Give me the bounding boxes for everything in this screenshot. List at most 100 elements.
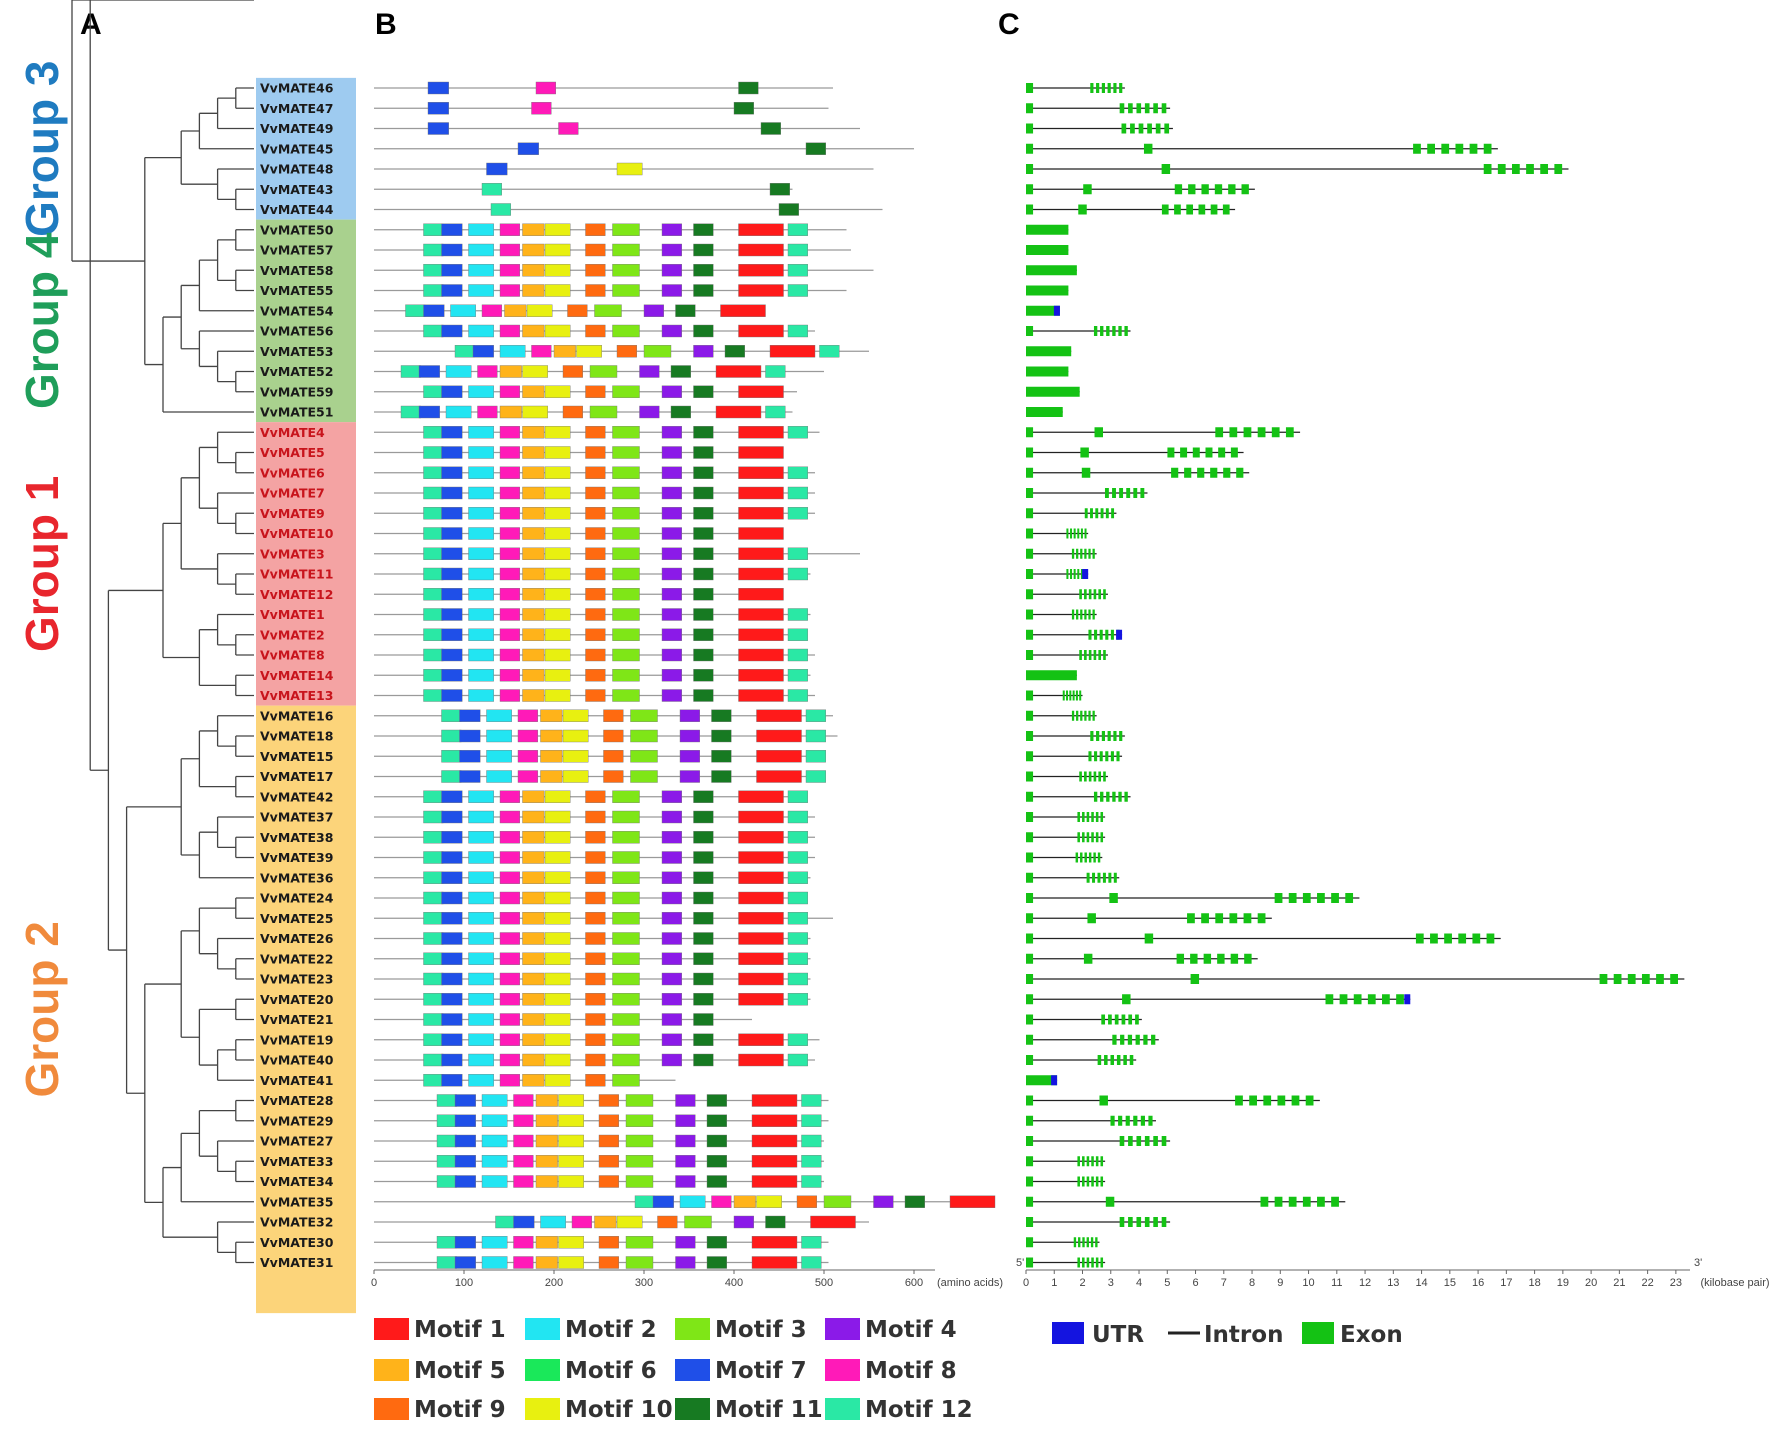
motif-7-box <box>441 891 463 905</box>
exon-box <box>1086 1176 1090 1187</box>
motif-3-box <box>612 891 640 905</box>
motif-10-box <box>544 608 571 621</box>
motif-1-box <box>756 729 802 743</box>
exon-box <box>1026 1156 1034 1167</box>
exon-box <box>1100 812 1104 822</box>
motif-2-box <box>468 588 494 601</box>
exon-box <box>1098 589 1102 600</box>
motif-9-box <box>603 709 624 722</box>
motif-1-box <box>756 750 802 763</box>
motif-8-box <box>477 405 498 419</box>
motif-5-box <box>522 851 545 864</box>
exon-box <box>1072 690 1075 701</box>
exon-box <box>1026 366 1069 377</box>
exon-box <box>1026 123 1034 134</box>
motif-3-box <box>612 588 640 601</box>
motif-11-box <box>733 102 754 115</box>
motif-8-box <box>499 588 520 601</box>
exon-box <box>1190 974 1200 984</box>
motif-12-box <box>787 324 808 338</box>
exon-box <box>1101 83 1105 93</box>
motif-4-box <box>661 1033 682 1046</box>
motif-12-box <box>423 628 444 641</box>
motif-4-box <box>643 304 664 317</box>
exon-box <box>1080 447 1089 458</box>
gene-label: VvMATE28 <box>260 1093 333 1108</box>
exon-box <box>1098 771 1102 782</box>
exon-box <box>1613 974 1622 984</box>
legend-swatch-motif-6 <box>525 1359 560 1381</box>
group-label: Group 4 <box>16 232 68 409</box>
motif-8-box <box>499 628 520 641</box>
motif-9-box <box>598 1114 619 1127</box>
exon-box <box>1084 508 1088 519</box>
motif-12-box <box>423 790 444 803</box>
motif-5-box <box>522 790 545 803</box>
motif-8-box <box>517 750 538 763</box>
motif-1-box <box>738 264 784 277</box>
gene-label: VvMATE29 <box>260 1113 333 1128</box>
motif-12-box <box>787 547 808 560</box>
motif-5-box <box>522 264 545 277</box>
motif-11-box <box>711 709 732 722</box>
gene-label: VvMATE39 <box>260 850 333 865</box>
exon-box <box>1026 771 1034 782</box>
motif-5-box <box>522 628 545 641</box>
exon-box <box>1197 467 1205 478</box>
exon-box <box>1105 1196 1115 1207</box>
exon-box <box>1526 164 1534 174</box>
exon-box <box>1483 164 1492 174</box>
motif-4-box <box>661 385 682 398</box>
exon-box <box>1095 1176 1099 1187</box>
exon-box <box>1144 1217 1150 1227</box>
motif-4-box <box>661 932 682 945</box>
motif-7-box <box>472 345 494 358</box>
motif-3-box <box>630 750 658 763</box>
motif-12-box <box>787 567 808 581</box>
motif-12-box <box>801 1155 822 1168</box>
exon-box <box>1103 589 1106 600</box>
motif-8-box <box>558 122 579 135</box>
motif-10-box <box>544 223 571 236</box>
motif-12-box <box>787 648 808 662</box>
exon-box <box>1285 427 1294 438</box>
gene-label: VvMATE4 <box>260 425 325 440</box>
motif-4-box <box>661 446 682 459</box>
exon-box <box>1331 1196 1339 1207</box>
motif-8-box <box>499 831 520 844</box>
exon-box <box>1143 143 1153 154</box>
motif-11-box <box>706 1094 727 1107</box>
motif-8-box <box>499 851 520 864</box>
utr-box <box>1404 994 1411 1005</box>
motif-3-box <box>630 709 658 722</box>
gene-label: VvMATE40 <box>260 1053 334 1068</box>
motif-8-box <box>499 486 520 500</box>
exon-box <box>1223 467 1231 478</box>
exon-box <box>1092 548 1095 559</box>
motif-10-box <box>576 345 602 358</box>
motif-2-box <box>486 709 512 722</box>
motif-10-box <box>544 932 571 945</box>
motif-10-box <box>544 669 571 682</box>
exon-box <box>1458 933 1467 944</box>
motif-1-box <box>738 486 784 500</box>
motif-11-box <box>711 750 732 763</box>
exon-box <box>1026 346 1072 357</box>
motif-12-box <box>423 243 444 257</box>
motif-12-box <box>423 547 444 560</box>
motif-5-box <box>540 750 563 763</box>
motif-12-box <box>787 669 808 682</box>
motif-7-box <box>441 324 463 338</box>
exon-box <box>1511 164 1520 174</box>
exon-box <box>1140 1115 1145 1126</box>
motif-1-box <box>738 1033 784 1046</box>
motif-10-box <box>522 365 548 378</box>
exon-box <box>1102 872 1106 883</box>
exon-box <box>1077 569 1080 579</box>
exon-box <box>1116 1055 1121 1065</box>
motif-8-box <box>531 102 552 115</box>
exon-box <box>1066 528 1069 539</box>
motif-4-box <box>661 891 682 905</box>
motif-12-box <box>423 284 444 297</box>
gene-label: VvMATE38 <box>260 830 333 845</box>
